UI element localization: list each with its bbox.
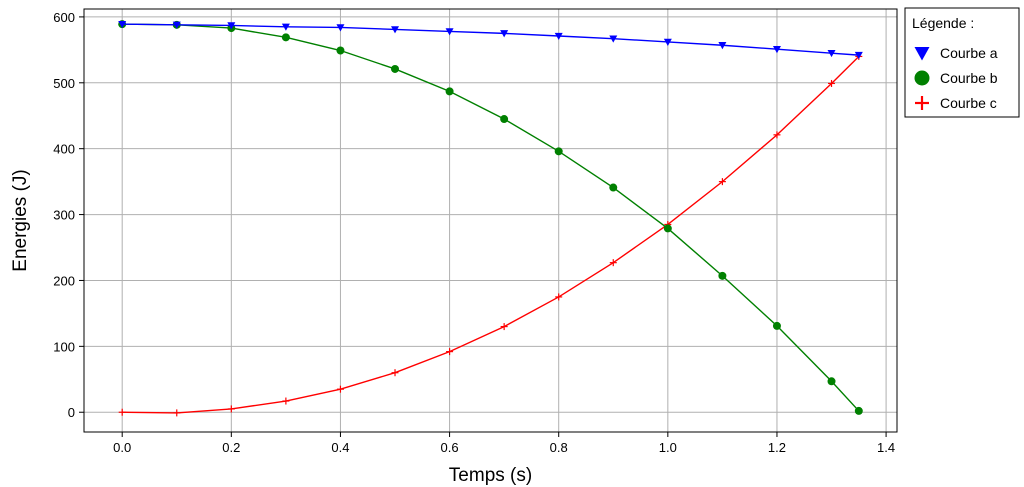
- point-courbe-c: [282, 397, 290, 405]
- point-courbe-a: [663, 38, 672, 46]
- point-courbe-b: [445, 87, 454, 96]
- point-courbe-c: [555, 293, 563, 301]
- x-axis-title: Temps (s): [449, 465, 532, 486]
- point-courbe-a: [827, 49, 836, 58]
- point-courbe-b: [336, 46, 345, 55]
- point-courbe-c: [336, 385, 344, 393]
- series-courbe-a: [118, 20, 863, 60]
- point-courbe-a: [718, 42, 727, 50]
- series-layer: [118, 20, 863, 417]
- x-tick-label: 0.6: [441, 440, 459, 455]
- x-tick-label: 0.8: [550, 440, 568, 455]
- legend-label-courbe-c: Courbe c: [940, 95, 997, 111]
- point-courbe-a: [554, 32, 563, 41]
- ticks: 0.0 0.2 0.4 0.6 0.8 1.0 1.2 1.4 0 100 200 300 400 500…: [53, 10, 895, 455]
- legend-marker-courbe-c: [915, 96, 929, 110]
- plot-frame: [83, 8, 898, 433]
- x-tick-label: 0.2: [222, 440, 240, 455]
- legend-label-courbe-b: Courbe b: [940, 70, 998, 86]
- point-courbe-a: [172, 21, 181, 29]
- point-courbe-b: [827, 377, 836, 386]
- y-tick-label: 300: [53, 208, 75, 223]
- legend: Légende : Courbe a Courbe b Courbe c: [904, 7, 1020, 118]
- y-axis-title: Energies (J): [10, 169, 31, 271]
- point-courbe-c: [227, 405, 235, 413]
- point-courbe-c: [773, 131, 781, 139]
- point-courbe-c: [609, 259, 617, 267]
- point-courbe-a: [336, 24, 345, 32]
- x-tick-label: 1.4: [877, 440, 895, 455]
- y-tick-label: 500: [53, 76, 75, 91]
- y-tick-label: 100: [53, 339, 75, 354]
- legend-marker-courbe-b: [914, 70, 930, 86]
- point-courbe-a: [772, 45, 781, 54]
- point-courbe-b: [663, 224, 672, 233]
- point-courbe-a: [500, 30, 509, 38]
- series-courbe-b: [118, 20, 863, 415]
- point-courbe-c: [173, 409, 181, 417]
- legend-marker-courbe-a: [914, 47, 930, 61]
- x-tick-label: 0.0: [113, 440, 131, 455]
- legend-entry-courbe-b: Courbe b: [914, 70, 998, 86]
- legend-entries: Courbe a Courbe b Courbe c: [914, 45, 998, 111]
- y-tick-label: 400: [53, 142, 75, 157]
- y-tick-label: 600: [53, 10, 75, 25]
- point-courbe-c: [718, 178, 726, 186]
- line-courbe-b: [122, 23, 860, 412]
- point-courbe-c: [446, 348, 454, 356]
- point-courbe-b: [281, 33, 290, 42]
- y-tick-label: 0: [68, 405, 75, 420]
- x-tick-label: 0.4: [331, 440, 349, 455]
- point-courbe-a: [391, 26, 400, 34]
- legend-title: Légende :: [912, 15, 974, 31]
- point-courbe-a: [118, 20, 127, 29]
- grid: [84, 9, 897, 432]
- point-courbe-c: [391, 369, 399, 377]
- point-courbe-c: [500, 323, 508, 331]
- legend-box: [904, 7, 1020, 118]
- point-courbe-b: [554, 147, 563, 156]
- point-courbe-b: [500, 115, 509, 124]
- legend-entry-courbe-c: Courbe c: [915, 95, 997, 111]
- point-courbe-b: [609, 183, 618, 192]
- point-courbe-b: [718, 271, 727, 280]
- legend-label-courbe-a: Courbe a: [940, 45, 998, 61]
- point-courbe-c: [828, 79, 836, 87]
- y-tick-label: 200: [53, 273, 75, 288]
- point-courbe-c: [118, 408, 126, 416]
- point-courbe-a: [445, 28, 454, 36]
- point-courbe-a: [609, 35, 618, 43]
- point-courbe-b: [391, 64, 400, 73]
- x-tick-label: 1.0: [659, 440, 677, 455]
- line-courbe-c: [122, 55, 860, 414]
- x-tick-label: 1.2: [768, 440, 786, 455]
- legend-entry-courbe-a: Courbe a: [914, 45, 998, 61]
- point-courbe-b: [854, 406, 863, 415]
- point-courbe-a: [227, 22, 236, 30]
- point-courbe-a: [281, 23, 290, 31]
- point-courbe-b: [772, 321, 781, 330]
- point-courbe-a: [854, 51, 863, 60]
- series-courbe-c: [118, 52, 863, 417]
